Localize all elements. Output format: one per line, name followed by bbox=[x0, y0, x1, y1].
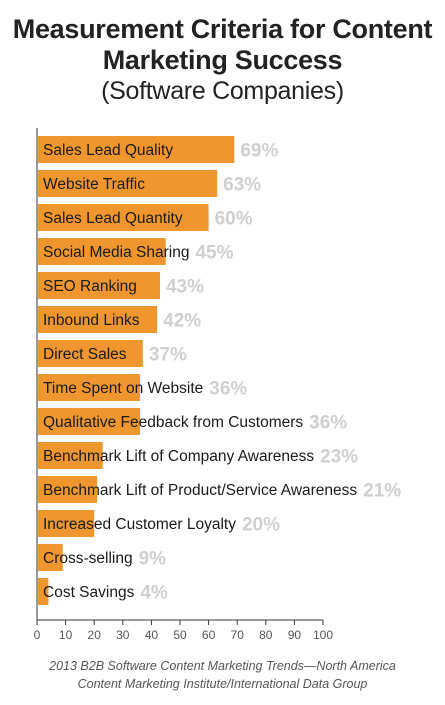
x-tick-label: 100 bbox=[313, 628, 333, 642]
x-tick-label: 40 bbox=[145, 628, 159, 642]
data-label: 20% bbox=[242, 515, 280, 536]
source-line-1: 2013 B2B Software Content Marketing Tren… bbox=[49, 659, 396, 673]
x-tick-label: 0 bbox=[34, 628, 41, 642]
data-label: 21% bbox=[363, 481, 401, 502]
category-label: Benchmark Lift of Company Awareness bbox=[43, 448, 314, 465]
category-label: SEO Ranking bbox=[43, 278, 137, 295]
chart-title-block: Measurement Criteria for Content Marketi… bbox=[0, 14, 445, 107]
data-label: 63% bbox=[223, 175, 261, 196]
bar-chart: 0 10 20 30 40 50 60 70 80 90 100 Sales Lead Quality… bbox=[34, 128, 401, 642]
category-label: Qualitative Feedback from Customers bbox=[43, 414, 303, 431]
data-label: 9% bbox=[139, 549, 167, 570]
bar bbox=[38, 510, 95, 537]
category-label: Sales Lead Quantity bbox=[43, 210, 183, 227]
x-tick-label: 90 bbox=[288, 628, 302, 642]
data-label: 45% bbox=[195, 243, 233, 264]
bar bbox=[38, 238, 166, 265]
bar bbox=[38, 374, 140, 401]
data-label: 60% bbox=[215, 209, 253, 230]
bar bbox=[38, 306, 158, 333]
category-label: Increased Customer Loyalty bbox=[43, 516, 236, 533]
data-label: 42% bbox=[163, 311, 201, 332]
chart-subtitle: (Software Companies) bbox=[101, 77, 344, 105]
x-tick-label: 20 bbox=[88, 628, 102, 642]
bar bbox=[38, 272, 160, 299]
data-label: 43% bbox=[166, 277, 204, 298]
category-label: Time Spent on Website bbox=[43, 380, 203, 397]
data-label: 4% bbox=[140, 583, 168, 604]
bar bbox=[38, 442, 103, 469]
category-label: Direct Sales bbox=[43, 346, 127, 363]
chart-title: Measurement Criteria for Content Marketi… bbox=[12, 14, 433, 75]
x-tick-label: 60 bbox=[202, 628, 216, 642]
bar bbox=[38, 408, 140, 435]
bar bbox=[38, 340, 143, 367]
data-label: 36% bbox=[309, 413, 347, 434]
bar bbox=[38, 578, 49, 605]
category-label: Cross-selling bbox=[43, 550, 133, 567]
x-tick-label: 10 bbox=[59, 628, 73, 642]
data-label: 23% bbox=[320, 447, 358, 468]
data-label: 37% bbox=[149, 345, 187, 366]
bar bbox=[38, 476, 98, 503]
data-label: 69% bbox=[240, 141, 278, 162]
category-label: Benchmark Lift of Product/Service Awaren… bbox=[43, 482, 357, 499]
category-label: Sales Lead Quality bbox=[43, 142, 173, 159]
bar bbox=[38, 170, 218, 197]
category-label: Inbound Links bbox=[43, 312, 140, 329]
bar bbox=[38, 544, 63, 571]
category-label: Cost Savings bbox=[43, 584, 135, 601]
bar bbox=[38, 204, 209, 231]
x-tick-label: 50 bbox=[173, 628, 187, 642]
source-line-2: Content Marketing Institute/Internationa… bbox=[77, 677, 368, 691]
x-tick-label: 30 bbox=[116, 628, 130, 642]
bar bbox=[38, 136, 235, 163]
category-label: Website Traffic bbox=[43, 176, 145, 193]
data-label: 36% bbox=[209, 379, 247, 400]
x-tick-label: 70 bbox=[231, 628, 245, 642]
source-note: 2013 B2B Software Content Marketing Tren… bbox=[0, 657, 445, 693]
x-tick-label: 80 bbox=[259, 628, 273, 642]
category-label: Social Media Sharing bbox=[43, 244, 189, 261]
